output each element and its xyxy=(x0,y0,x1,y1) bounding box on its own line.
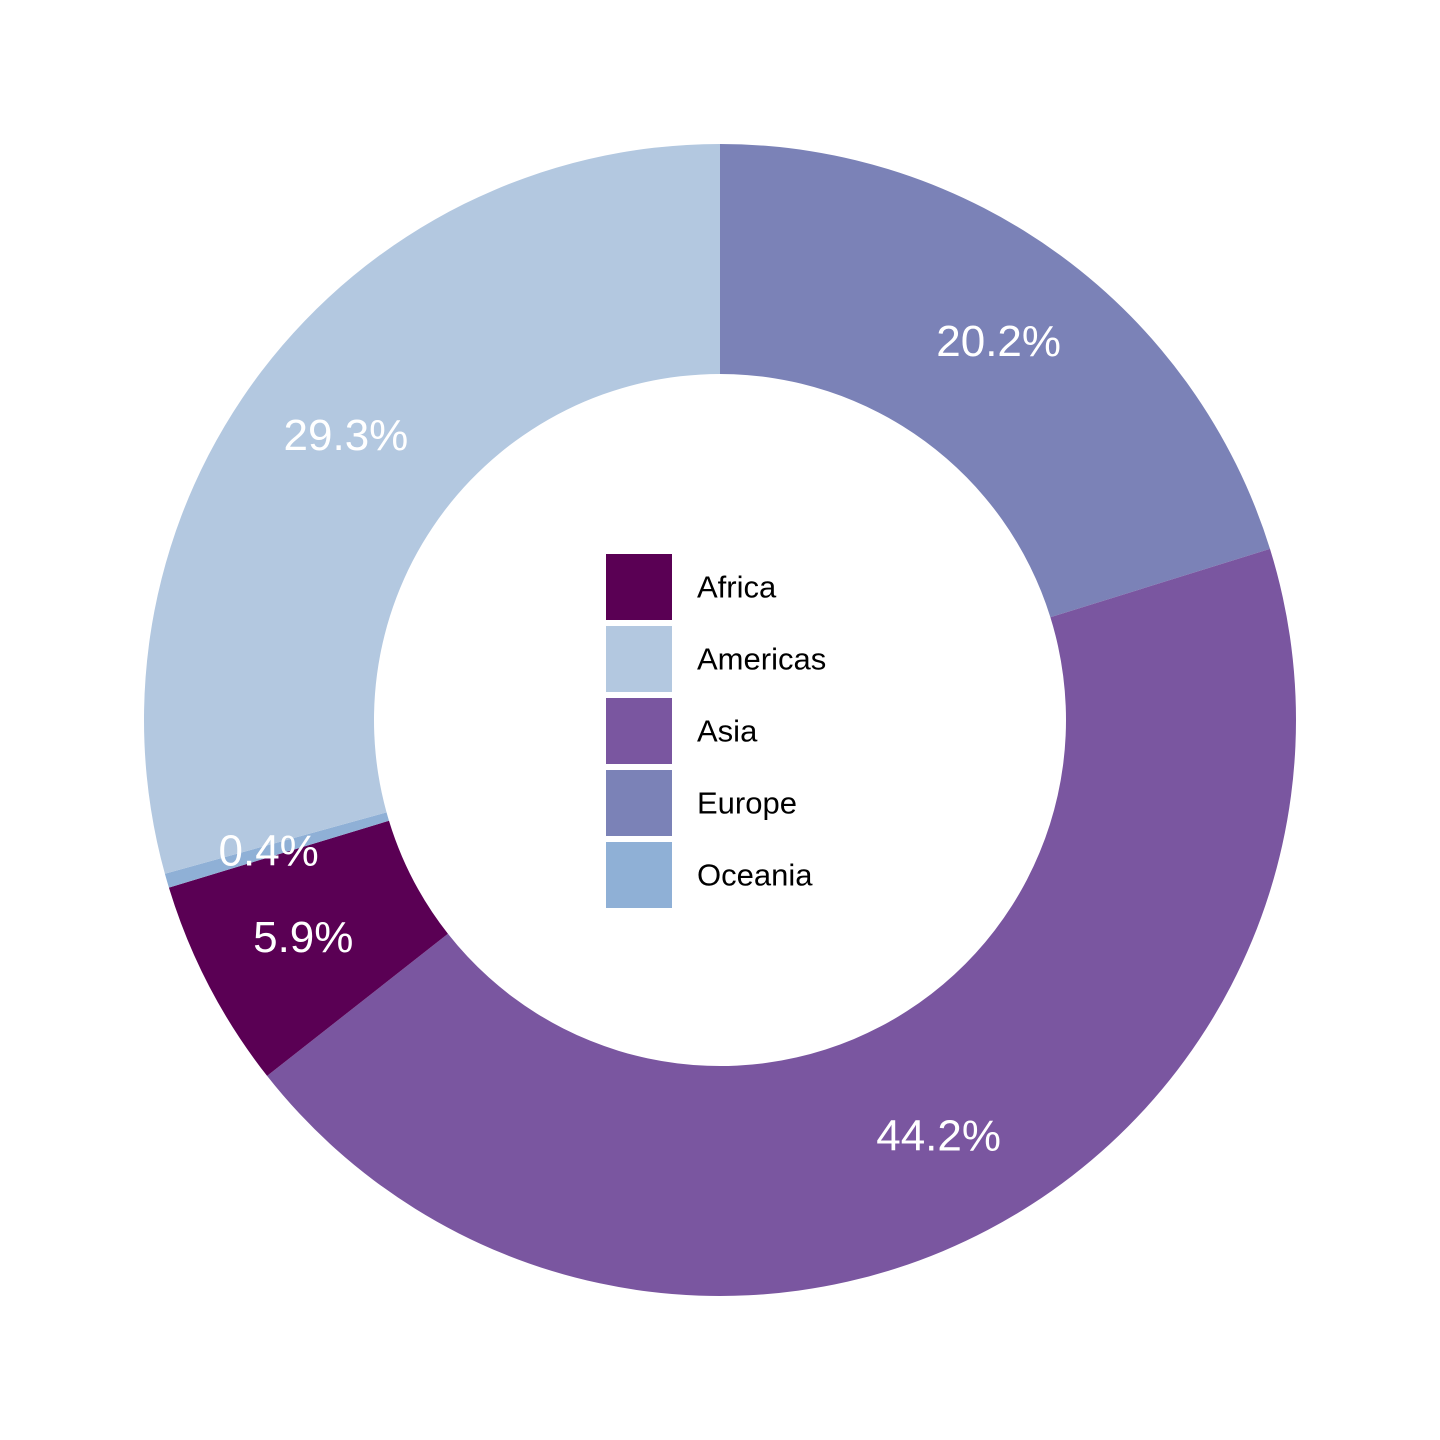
value-label-africa: 5.9% xyxy=(253,913,353,962)
legend-swatch-europe xyxy=(606,770,672,836)
legend-item-europe: Europe xyxy=(606,770,797,836)
value-labels-layer: 20.2% 44.2% 5.9% 0.4% 29.3% xyxy=(219,317,1062,1161)
value-label-americas: 29.3% xyxy=(284,411,409,460)
slices-layer xyxy=(143,144,1296,1296)
slice-africa xyxy=(168,820,448,1076)
legend-item-americas: Americas xyxy=(606,626,826,692)
legend-item-oceania: Oceania xyxy=(606,842,813,908)
legend-label-africa: Africa xyxy=(697,570,777,605)
legend-label-asia: Asia xyxy=(697,714,758,749)
value-label-europe: 20.2% xyxy=(936,317,1061,366)
legend: Africa Americas Asia Europe Oceania xyxy=(606,554,826,908)
slice-europe xyxy=(720,144,1271,618)
legend-label-americas: Americas xyxy=(697,642,826,677)
legend-swatch-americas xyxy=(606,626,672,692)
slice-americas xyxy=(143,144,720,874)
legend-swatch-oceania xyxy=(606,842,672,908)
legend-swatch-asia xyxy=(606,698,672,764)
legend-swatch-africa xyxy=(606,554,672,620)
slice-oceania xyxy=(164,812,389,888)
legend-label-oceania: Oceania xyxy=(697,858,813,893)
legend-label-europe: Europe xyxy=(697,786,797,821)
value-label-asia: 44.2% xyxy=(876,1112,1001,1161)
value-label-oceania: 0.4% xyxy=(219,827,319,876)
legend-item-asia: Asia xyxy=(606,698,758,764)
legend-item-africa: Africa xyxy=(606,554,777,620)
slice-asia xyxy=(267,548,1296,1296)
